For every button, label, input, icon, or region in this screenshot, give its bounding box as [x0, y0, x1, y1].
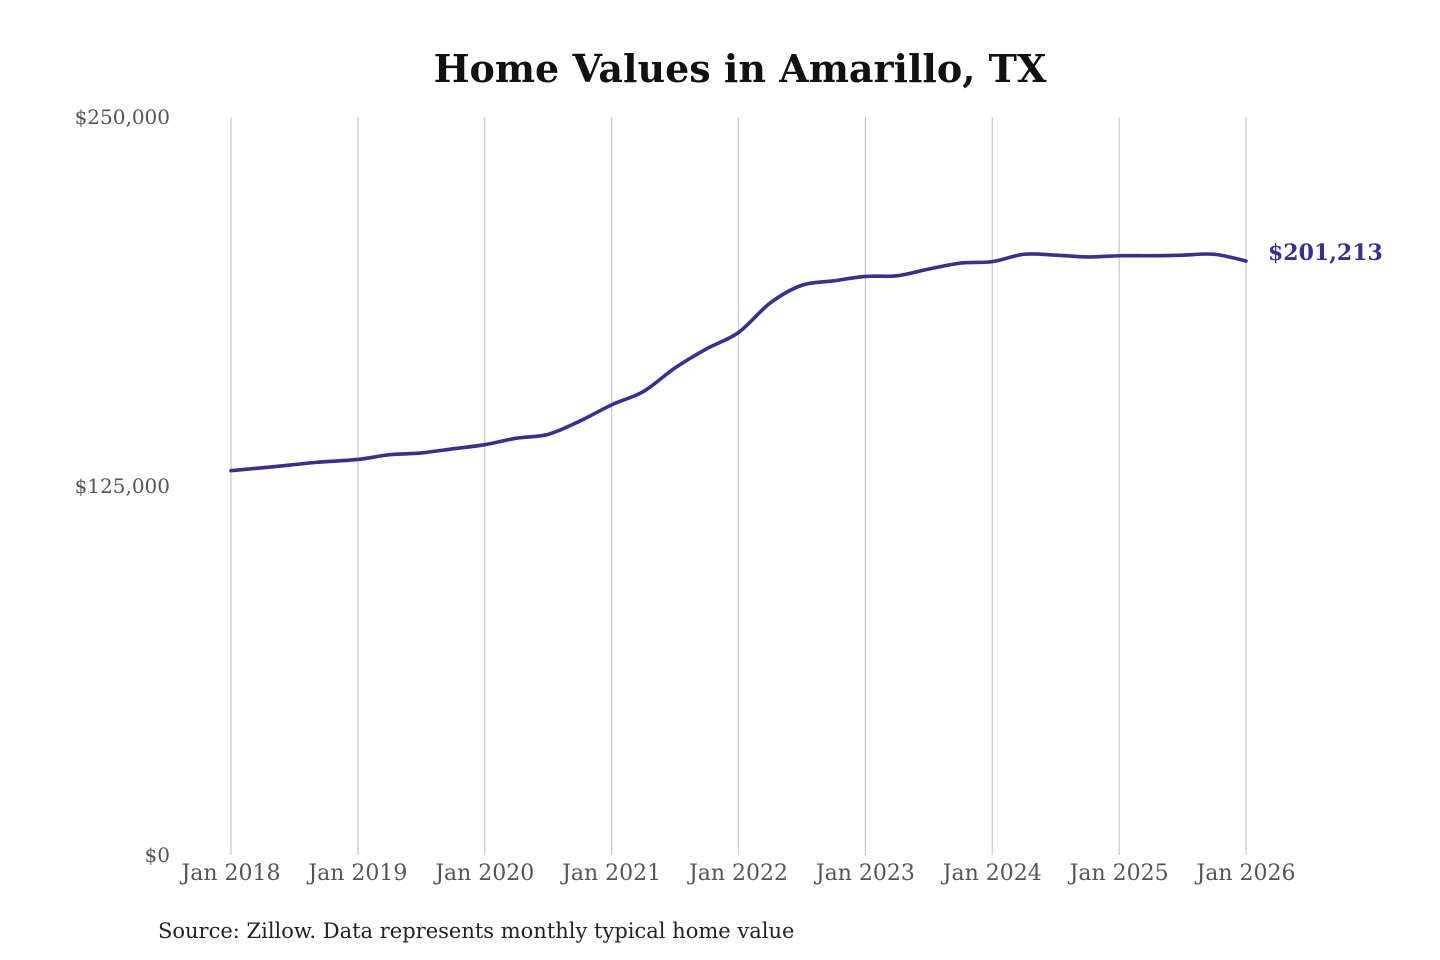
x-tick-label: Jan 2023 [814, 861, 915, 886]
x-tick-label: Jan 2022 [687, 861, 788, 886]
x-tick-label: Jan 2019 [306, 861, 407, 886]
series-line-home-values [229, 252, 1248, 473]
end-value-label: $201,213 [1268, 240, 1383, 266]
y-tick-label: $0 [145, 843, 170, 867]
x-tick-label: Jan 2020 [433, 861, 534, 886]
y-tick-label: $250,000 [75, 105, 170, 129]
x-tick-label: Jan 2025 [1068, 861, 1169, 886]
y-axis-ticks: $0 $125,000 $250,000 [75, 105, 170, 867]
x-tick-label: Jan 2026 [1194, 861, 1295, 886]
y-tick-label: $125,000 [75, 474, 170, 498]
x-tick-label: Jan 2018 [179, 861, 280, 886]
gridlines [230, 117, 1247, 855]
x-tick-label: Jan 2024 [941, 861, 1042, 886]
x-axis-ticks: Jan 2018 Jan 2019 Jan 2020 Jan 2021 Jan 2022… [179, 861, 1295, 886]
x-tick-label: Jan 2021 [560, 861, 661, 886]
source-note: Source: Zillow. Data represents monthly … [158, 919, 794, 943]
chart-title: Home Values in Amarillo, TX [434, 46, 1047, 91]
